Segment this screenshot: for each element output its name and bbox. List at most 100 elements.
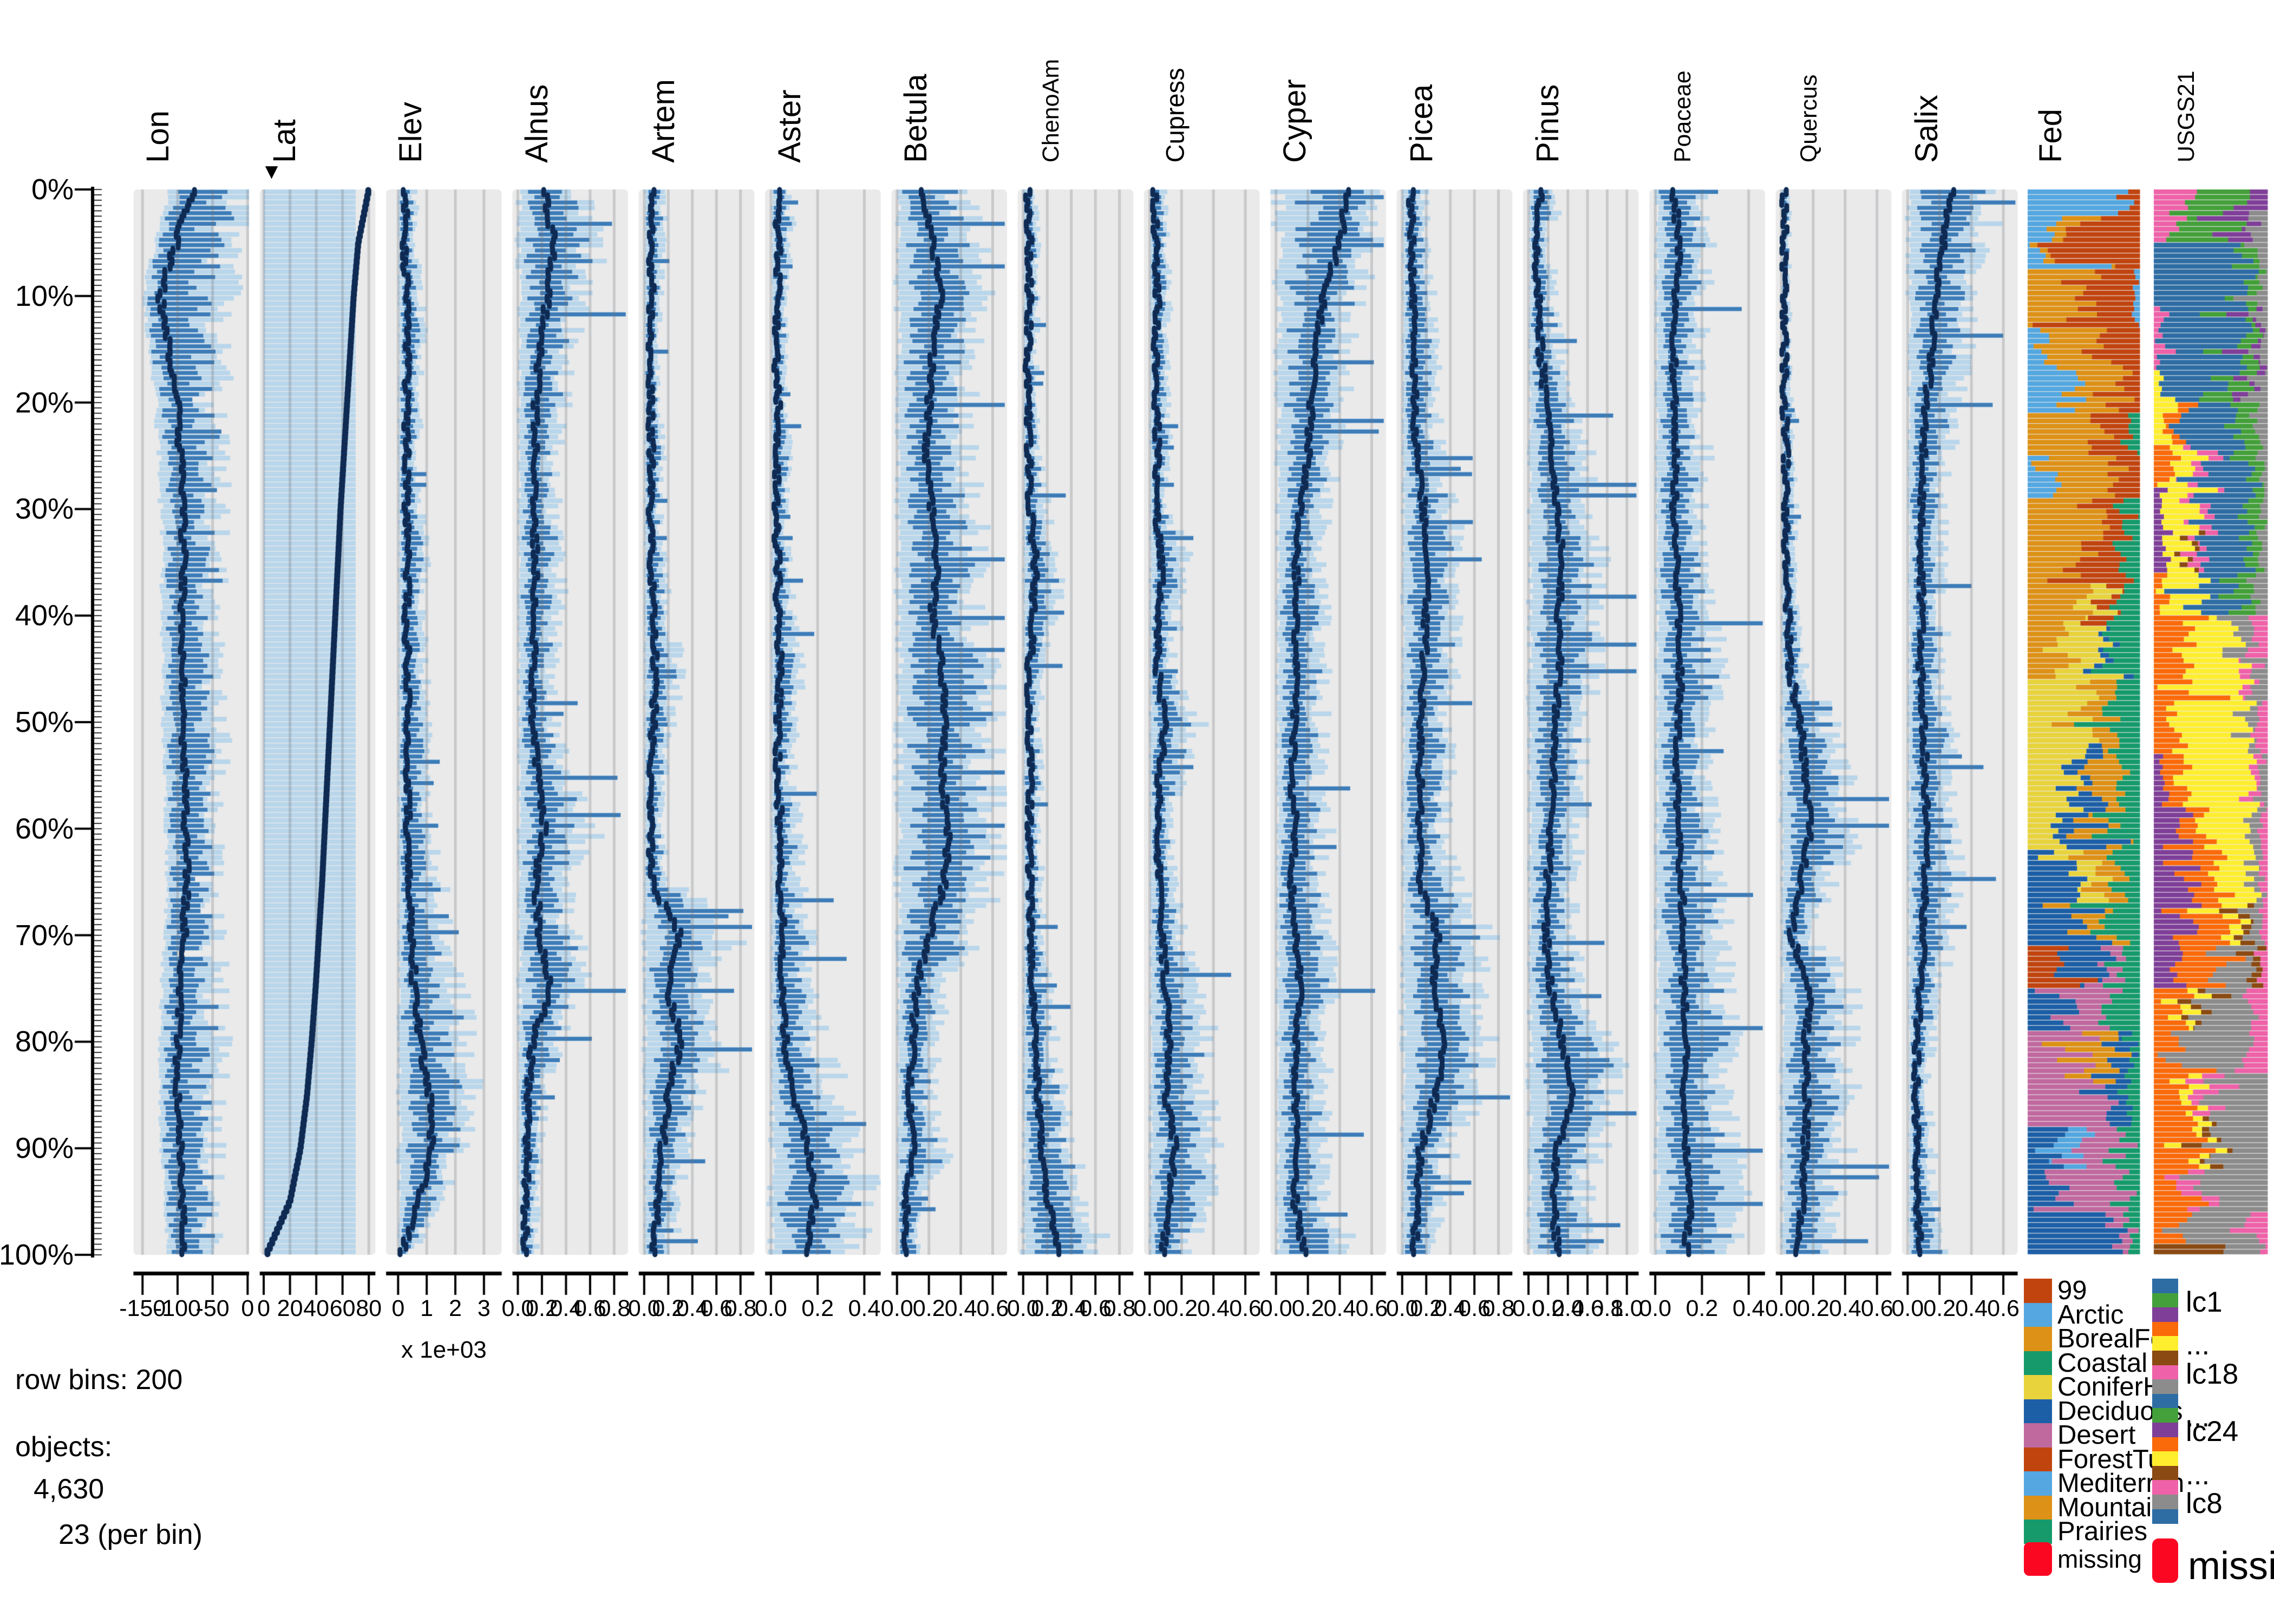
usgs21-legend-swatch-5 (2152, 1351, 2178, 1366)
value-tick-Pinus-0.0: 0.0 (1512, 1295, 1545, 1321)
objects-label: objects: (15, 1431, 113, 1463)
column-panel-Fed[interactable] (2028, 189, 2140, 1255)
value-tick-Lon--150: -150 (119, 1295, 166, 1321)
value-tick-Alnus-0.8: 0.8 (598, 1295, 631, 1321)
column-header-USGS21[interactable]: USGS21 (2173, 70, 2199, 163)
value-tick-Cupress-0.2: 0.2 (1165, 1295, 1198, 1321)
column-panel-Lat[interactable] (260, 189, 376, 1255)
column-header-Betula[interactable]: Betula (898, 74, 934, 163)
value-tick-Cyper-0.2: 0.2 (1291, 1295, 1324, 1321)
usgs21-legend-swatch-12 (2152, 1451, 2178, 1466)
value-tick-Quercus-0.0: 0.0 (1765, 1295, 1798, 1321)
sort-descending-icon[interactable]: ▼ (260, 160, 283, 184)
column-panel-Aster[interactable] (765, 189, 881, 1255)
fed-legend-swatch-99 (2024, 1279, 2052, 1303)
value-tick-Picea-0.4: 0.4 (1434, 1295, 1467, 1321)
usgs21-legend-label-dotdotdot: ... (2186, 1329, 2210, 1361)
fed-legend-item-Mountain: Mountain (2024, 1493, 2167, 1522)
column-panel-Salix[interactable] (1902, 189, 2018, 1255)
depth-tick-label-80: 80% (15, 1025, 74, 1058)
column-panel-Alnus[interactable] (512, 189, 628, 1255)
usgs21-legend-swatch-14 (2152, 1480, 2178, 1495)
value-tick-Aster-0.4: 0.4 (848, 1295, 881, 1321)
usgs21-legend-swatch-10 (2152, 1423, 2178, 1438)
value-tick-Poaceae-0.0: 0.0 (1639, 1295, 1672, 1321)
column-header-Cyper[interactable]: Cyper (1277, 79, 1313, 163)
value-tick-Elev-2: 2 (449, 1295, 462, 1321)
value-tick-Lat-60: 60 (329, 1295, 356, 1321)
value-tick-Alnus-0.6: 0.6 (573, 1295, 606, 1321)
value-tick-Picea-0.6: 0.6 (1458, 1295, 1491, 1321)
column-header-Lat[interactable]: Lat (266, 119, 302, 163)
value-tick-Lat-20: 20 (277, 1295, 303, 1321)
value-tick-Salix-0.2: 0.2 (1923, 1295, 1956, 1321)
column-header-Artem[interactable]: Artem (645, 79, 681, 163)
usgs21-legend-swatch-9 (2152, 1408, 2178, 1423)
usgs21-legend-swatch-11 (2152, 1437, 2178, 1452)
value-tick-Artem-0.6: 0.6 (700, 1295, 733, 1321)
column-panel-Cyper[interactable] (1270, 189, 1386, 1255)
usgs21-legend-swatch-4 (2152, 1336, 2178, 1351)
column-header-Fed[interactable]: Fed (2033, 108, 2068, 163)
column-header-Alnus[interactable]: Alnus (519, 84, 555, 163)
fed-legend-label-Coastal: Coastal (2057, 1348, 2148, 1378)
usgs21-legend-swatch-1 (2152, 1293, 2178, 1308)
column-header-ChenoAm[interactable]: ChenoAm (1037, 58, 1064, 163)
value-tick-Cupress-0.4: 0.4 (1197, 1295, 1230, 1321)
column-panel-Elev[interactable] (386, 189, 502, 1255)
column-header-Cupress[interactable]: Cupress (1160, 68, 1190, 163)
value-tick-Artem-0.2: 0.2 (652, 1295, 685, 1321)
fed-legend-label-Desert: Desert (2057, 1420, 2136, 1450)
fed-legend-swatch-Deciduous (2024, 1399, 2052, 1423)
fed-legend-label-Prairies: Prairies (2057, 1517, 2148, 1547)
value-tick-Quercus-0.4: 0.4 (1828, 1295, 1861, 1321)
value-tick-Lon--100: -100 (154, 1295, 201, 1321)
column-header-Lon[interactable]: Lon (140, 110, 176, 163)
fed-legend-swatch-Mountain (2024, 1495, 2052, 1520)
column-panel-Pinus[interactable] (1523, 189, 1639, 1255)
value-tick-Quercus-0.2: 0.2 (1797, 1295, 1829, 1321)
value-tick-Pinus-0.4: 0.4 (1551, 1295, 1584, 1321)
fed-legend-swatch-Coastal (2024, 1351, 2052, 1375)
value-tick-Quercus-0.6: 0.6 (1860, 1295, 1893, 1321)
depth-tick-label-90: 90% (15, 1132, 74, 1165)
column-panel-Lon[interactable] (133, 189, 249, 1255)
depth-tick-label-10: 10% (15, 279, 74, 312)
column-header-Aster[interactable]: Aster (772, 89, 807, 163)
value-tick-Lat-40: 40 (303, 1295, 330, 1321)
usgs21-legend-label-dotdotdot: ... (2186, 1458, 2210, 1491)
usgs21-legend-swatch-7 (2152, 1379, 2178, 1394)
value-tick-Poaceae-0.4: 0.4 (1732, 1295, 1765, 1321)
fed-legend-label-Mountain: Mountain (2057, 1492, 2167, 1522)
value-tick-ChenoAm-0.6: 0.6 (1079, 1295, 1112, 1321)
value-tick-Artem-0.8: 0.8 (724, 1295, 757, 1321)
column-header-Poaceae[interactable]: Poaceae (1669, 70, 1696, 163)
column-panel-Poaceae[interactable] (1649, 189, 1765, 1255)
usgs21-legend-swatch-0 (2152, 1279, 2178, 1294)
column-panel-Cupress[interactable] (1144, 189, 1260, 1255)
fed-legend-item-Desert: Desert (2024, 1420, 2136, 1450)
column-header-Pinus[interactable]: Pinus (1530, 84, 1565, 163)
fed-legend-swatch-ConiferHa (2024, 1375, 2052, 1399)
column-panel-Picea[interactable] (1397, 189, 1513, 1255)
column-panel-ChenoAm[interactable] (1018, 189, 1134, 1255)
column-panel-Quercus[interactable] (1776, 189, 1892, 1255)
value-tick-ChenoAm-0.0: 0.0 (1007, 1295, 1040, 1321)
value-tick-Pinus-0.8: 0.8 (1591, 1295, 1624, 1321)
value-tick-Picea-0.0: 0.0 (1386, 1295, 1419, 1321)
value-tick-Betula-0.2: 0.2 (912, 1295, 945, 1321)
column-header-Quercus[interactable]: Quercus (1795, 74, 1822, 163)
depth-tick-label-20: 20% (15, 386, 74, 419)
row-bins-label: row bins: 200 (15, 1364, 183, 1396)
value-tick-Salix-0.4: 0.4 (1955, 1295, 1988, 1321)
value-tick-Lon-0: 0 (241, 1295, 254, 1321)
column-header-Picea[interactable]: Picea (1403, 84, 1439, 163)
value-tick-Betula-0.4: 0.4 (944, 1295, 977, 1321)
column-panel-Betula[interactable] (891, 189, 1007, 1255)
column-header-Salix[interactable]: Salix (1909, 95, 1944, 163)
column-header-Elev[interactable]: Elev (393, 102, 428, 163)
value-tick-Alnus-0.0: 0.0 (501, 1295, 534, 1321)
column-panel-USGS21[interactable] (2154, 189, 2268, 1255)
column-panel-Artem[interactable] (639, 189, 755, 1255)
